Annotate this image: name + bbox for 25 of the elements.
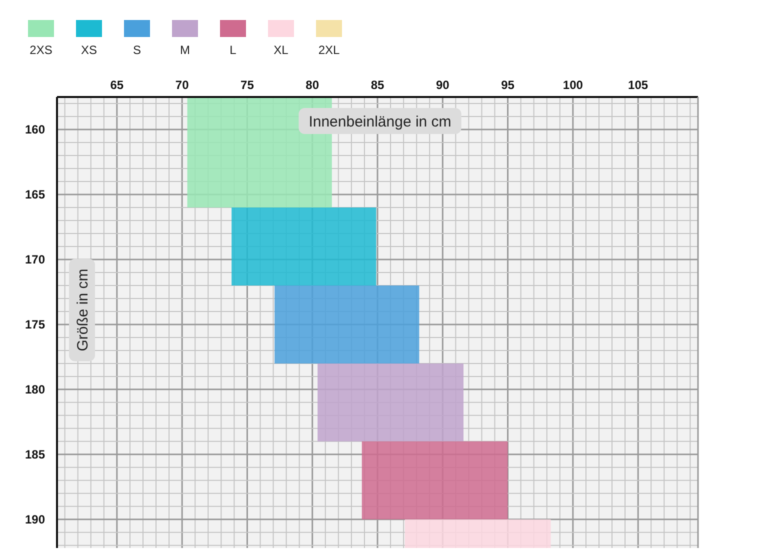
x-tick-label: 75 [240, 78, 254, 92]
legend-label: 2XL [318, 43, 340, 57]
x-tick-label: 85 [370, 78, 384, 92]
y-tick-label: 190 [24, 512, 46, 526]
x-tick-label: 90 [436, 78, 450, 92]
legend-label: M [180, 43, 190, 57]
y-axis-title: Größe in cm [74, 268, 92, 352]
y-tick-label: 180 [24, 382, 46, 396]
legend-label: XL [274, 43, 289, 57]
x-tick-label: 105 [628, 78, 648, 92]
legend-label: L [230, 43, 237, 57]
y-tick-label: 160 [24, 122, 46, 136]
legend-label: S [132, 43, 142, 57]
legend-label: XS [80, 43, 98, 57]
x-tick-label: 70 [175, 78, 190, 92]
legend-label: 2XS [30, 43, 52, 57]
x-tick-label: 95 [501, 78, 515, 92]
y-tick-label: 170 [24, 252, 46, 266]
x-tick-label: 65 [110, 78, 124, 92]
y-tick-label: 185 [24, 447, 46, 462]
y-tick-label: 165 [24, 187, 46, 202]
x-tick-label: 80 [306, 78, 320, 92]
y-tick-label: 175 [24, 317, 46, 332]
x-axis-title: Innenbeinlänge in cm [308, 113, 452, 130]
x-tick-label: 100 [562, 78, 584, 92]
